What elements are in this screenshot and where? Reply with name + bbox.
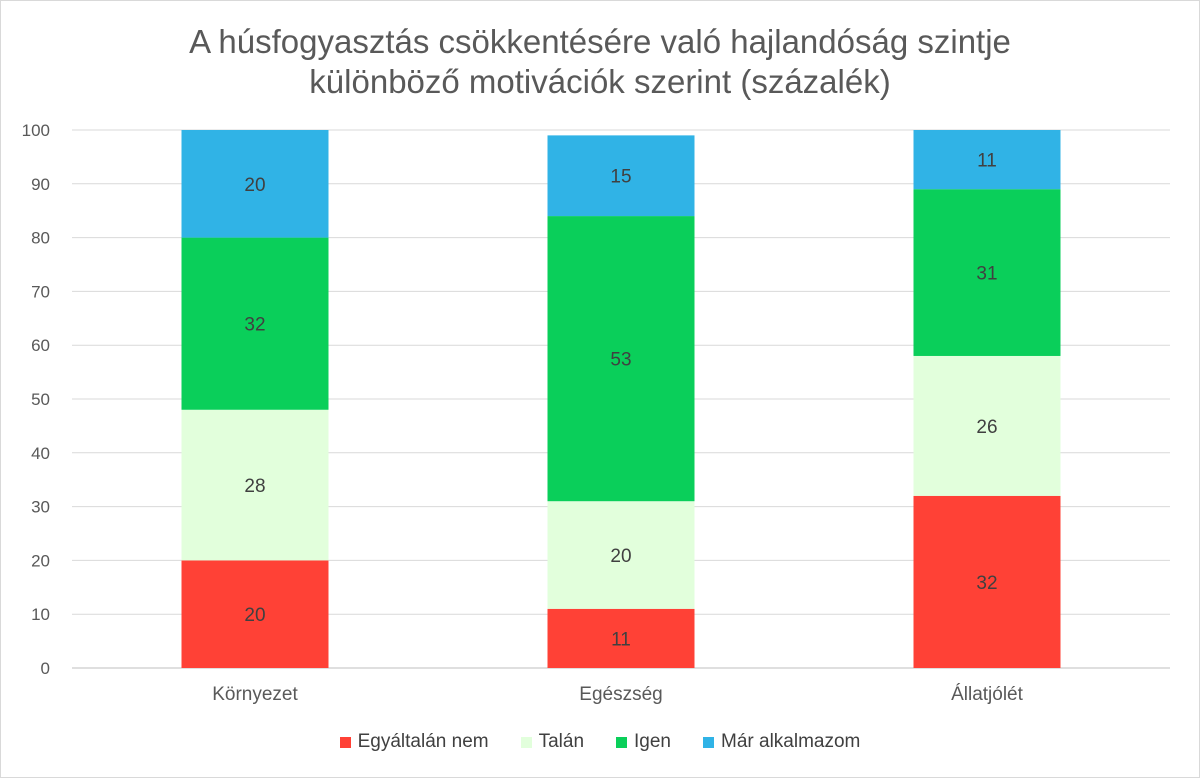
data-label: 11 bbox=[977, 151, 997, 172]
legend-label: Már alkalmazom bbox=[721, 731, 861, 752]
data-label: 28 bbox=[244, 476, 265, 497]
y-tick-label: 80 bbox=[31, 229, 50, 248]
y-tick-label: 100 bbox=[22, 121, 50, 140]
chart-title-line-2: különböző motivációk szerint (százalék) bbox=[309, 63, 891, 100]
y-tick-label: 30 bbox=[31, 498, 50, 517]
chart-title: A húsfogyasztás csökkentésére való hajla… bbox=[0, 22, 1200, 102]
legend-label: Igen bbox=[634, 731, 671, 752]
data-label: 32 bbox=[976, 573, 997, 594]
data-label: 20 bbox=[610, 546, 631, 567]
bar-segment bbox=[181, 237, 329, 410]
legend-swatch bbox=[616, 736, 628, 748]
data-label: 53 bbox=[610, 350, 631, 371]
bar-segment bbox=[181, 409, 329, 561]
y-tick-label: 10 bbox=[31, 605, 50, 624]
x-tick-label: Környezet bbox=[212, 684, 298, 705]
data-label: 11 bbox=[611, 629, 631, 650]
bar-segment bbox=[913, 355, 1061, 496]
bar-segment bbox=[547, 501, 695, 609]
legend-item-igen: Igen bbox=[616, 731, 671, 753]
bar-segment bbox=[913, 130, 1061, 190]
y-tick-label: 40 bbox=[31, 444, 50, 463]
legend-swatch bbox=[339, 736, 351, 748]
y-tick-label: 50 bbox=[31, 390, 50, 409]
data-label: 26 bbox=[976, 417, 997, 438]
data-label: 32 bbox=[244, 315, 265, 336]
bar-segment bbox=[547, 216, 695, 502]
bar-segment bbox=[913, 189, 1061, 356]
y-tick-label: 20 bbox=[31, 551, 50, 570]
bar-segment bbox=[181, 130, 329, 238]
y-tick-label: 90 bbox=[31, 175, 50, 194]
legend: Egyáltalán nem Talán Igen Már alkalmazom bbox=[0, 731, 1200, 753]
bar-segment bbox=[913, 495, 1061, 668]
legend-swatch bbox=[703, 736, 714, 748]
x-tick-label: Egészség bbox=[579, 684, 662, 705]
legend-item-talan: Talán bbox=[520, 731, 585, 753]
bar-segment bbox=[181, 560, 329, 668]
data-label: 15 bbox=[610, 167, 631, 188]
y-tick-label: 0 bbox=[41, 659, 50, 678]
x-tick-label: Állatjólét bbox=[951, 684, 1024, 705]
y-tick-label: 60 bbox=[31, 336, 50, 355]
data-label: 20 bbox=[244, 605, 265, 626]
data-label: 31 bbox=[976, 264, 997, 285]
legend-label: Egyáltalán nem bbox=[357, 731, 489, 752]
bar-segment bbox=[547, 608, 695, 668]
bar-segment bbox=[547, 135, 695, 217]
legend-item-mar-alkalmazom: Már alkalmazom bbox=[703, 731, 860, 753]
legend-swatch bbox=[520, 736, 532, 748]
y-tick-label: 70 bbox=[31, 282, 50, 301]
chart-title-line-1: A húsfogyasztás csökkentésére való hajla… bbox=[189, 23, 1011, 60]
legend-label: Talán bbox=[538, 731, 585, 752]
data-label: 20 bbox=[244, 175, 265, 196]
legend-item-egyaltalan-nem: Egyáltalán nem bbox=[339, 731, 489, 753]
